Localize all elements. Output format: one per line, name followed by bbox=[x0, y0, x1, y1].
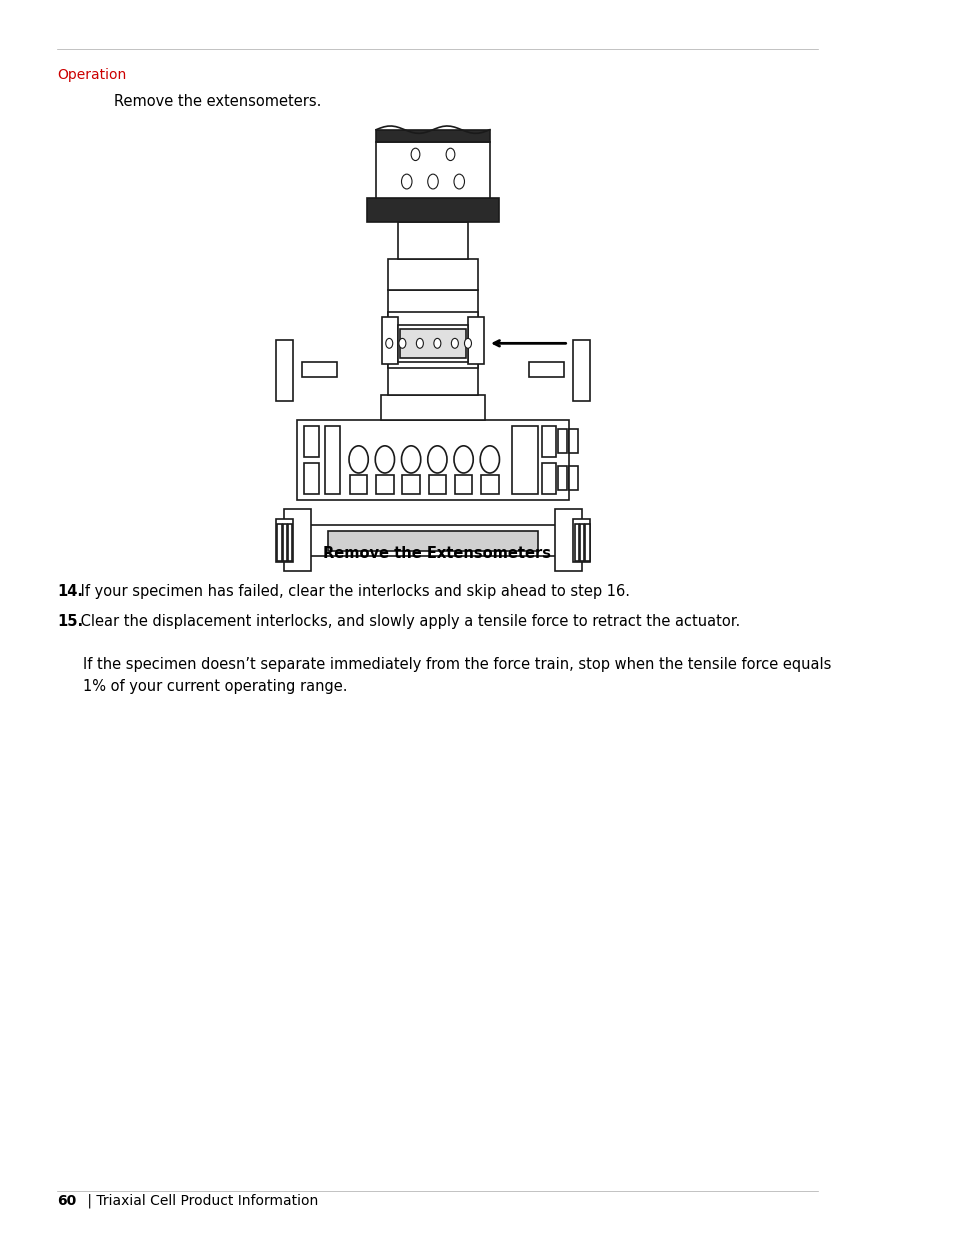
Text: Clear the displacement interlocks, and slowly apply a tensile force to retract t: Clear the displacement interlocks, and s… bbox=[76, 614, 740, 629]
Bar bbox=[303, 426, 319, 457]
Text: 60: 60 bbox=[57, 1194, 76, 1208]
Bar bbox=[277, 524, 281, 561]
Circle shape bbox=[411, 148, 419, 161]
Circle shape bbox=[427, 174, 437, 189]
Circle shape bbox=[454, 446, 473, 473]
Bar bbox=[382, 317, 397, 364]
Circle shape bbox=[416, 338, 423, 348]
Circle shape bbox=[464, 338, 471, 348]
Circle shape bbox=[451, 338, 457, 348]
Bar bbox=[328, 531, 537, 551]
Bar bbox=[284, 509, 311, 571]
Bar bbox=[350, 475, 367, 494]
Circle shape bbox=[385, 338, 393, 348]
Bar bbox=[541, 463, 556, 494]
Bar bbox=[375, 142, 489, 198]
Circle shape bbox=[454, 174, 464, 189]
Circle shape bbox=[401, 174, 412, 189]
Bar bbox=[480, 475, 498, 494]
Bar bbox=[397, 222, 468, 259]
Bar bbox=[297, 525, 568, 556]
Bar bbox=[541, 426, 556, 457]
Bar bbox=[288, 524, 292, 561]
Bar bbox=[297, 420, 568, 500]
Bar bbox=[275, 340, 293, 401]
Bar bbox=[387, 312, 478, 368]
Bar bbox=[558, 429, 566, 453]
Bar bbox=[399, 329, 466, 358]
Text: | Triaxial Cell Product Information: | Triaxial Cell Product Information bbox=[83, 1193, 318, 1208]
Bar bbox=[387, 259, 478, 290]
Bar bbox=[303, 463, 319, 494]
Circle shape bbox=[427, 446, 447, 473]
Text: Remove the Extensometers: Remove the Extensometers bbox=[323, 546, 551, 561]
Circle shape bbox=[349, 446, 368, 473]
Text: Remove the extensometers.: Remove the extensometers. bbox=[113, 94, 321, 109]
Bar bbox=[573, 340, 590, 401]
Bar bbox=[569, 429, 578, 453]
Text: Operation: Operation bbox=[57, 68, 126, 82]
Bar bbox=[555, 509, 581, 571]
Text: 14.: 14. bbox=[57, 584, 83, 599]
Bar bbox=[558, 466, 566, 490]
Bar bbox=[428, 475, 446, 494]
Circle shape bbox=[398, 338, 405, 348]
Bar bbox=[387, 290, 478, 395]
Circle shape bbox=[446, 148, 455, 161]
Bar bbox=[402, 475, 419, 494]
Bar bbox=[569, 466, 578, 490]
Bar bbox=[301, 362, 336, 377]
Bar bbox=[468, 317, 483, 364]
Circle shape bbox=[434, 338, 440, 348]
Bar bbox=[574, 524, 578, 561]
Bar bbox=[397, 325, 468, 362]
Text: If the specimen doesn’t separate immediately from the force train, stop when the: If the specimen doesn’t separate immedia… bbox=[83, 657, 831, 694]
Bar bbox=[529, 362, 563, 377]
Bar bbox=[324, 426, 340, 494]
Text: If your specimen has failed, clear the interlocks and skip ahead to step 16.: If your specimen has failed, clear the i… bbox=[76, 584, 629, 599]
Bar bbox=[375, 475, 394, 494]
Bar bbox=[282, 524, 287, 561]
Bar bbox=[573, 519, 590, 562]
Circle shape bbox=[401, 446, 420, 473]
Bar bbox=[584, 524, 589, 561]
Bar bbox=[579, 524, 583, 561]
Circle shape bbox=[479, 446, 499, 473]
Bar bbox=[455, 475, 472, 494]
Bar bbox=[511, 426, 537, 494]
Text: 15.: 15. bbox=[57, 614, 83, 629]
Bar bbox=[367, 198, 498, 222]
Bar bbox=[275, 519, 293, 562]
Circle shape bbox=[375, 446, 395, 473]
Bar bbox=[375, 130, 489, 142]
Bar bbox=[380, 395, 485, 420]
